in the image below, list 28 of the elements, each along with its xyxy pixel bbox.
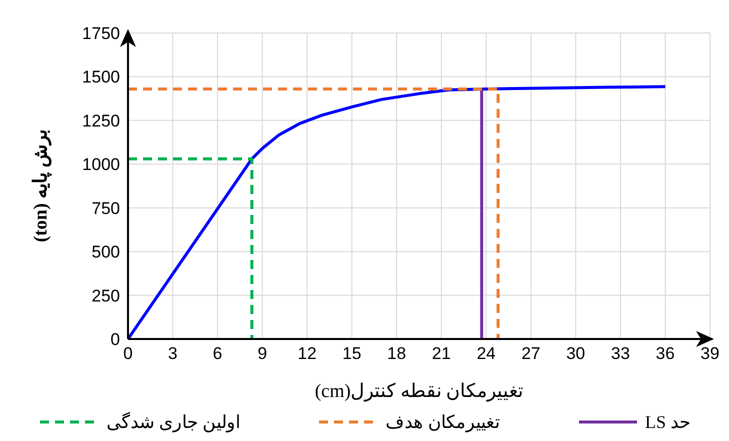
x-tick-label: 21 [432,344,451,364]
y-tick-label: 750 [92,198,120,218]
x-axis-title: تغییرمکان نقطه کنترل(cm) [314,381,524,402]
line-series [128,85,667,339]
x-tick-label: 24 [476,344,496,364]
y-tick-label: 250 [92,286,120,306]
x-tick-label: 15 [342,344,362,364]
y-tick-label: 1000 [82,155,120,174]
legend-label: اولین جاری شدگی [106,411,240,433]
x-tick-label: 0 [123,344,133,364]
x-tick-label: 33 [611,344,630,364]
legend-label: تغییرمکان هدف [385,411,500,433]
legend-label: حد LS [644,411,690,433]
y-tick-label: 500 [92,242,120,262]
x-tick-label: 36 [656,344,675,364]
x-tick-label: 9 [258,344,268,364]
x-tick-label: 12 [298,344,317,364]
x-tick-label: 3 [168,344,178,364]
y-tick-label: 1500 [82,68,120,87]
y-tick-label: 1750 [82,24,120,44]
y-axis-title: برش پایه (ton) [30,130,52,242]
x-tick-label: 30 [566,344,586,364]
x-tick-label: 18 [387,344,406,364]
x-tick-label: 27 [521,344,540,364]
y-tick-label: 0 [110,330,120,350]
x-tick-label: 39 [700,344,720,364]
x-tick-label: 6 [212,344,222,364]
y-tick-label: 1250 [82,111,120,130]
